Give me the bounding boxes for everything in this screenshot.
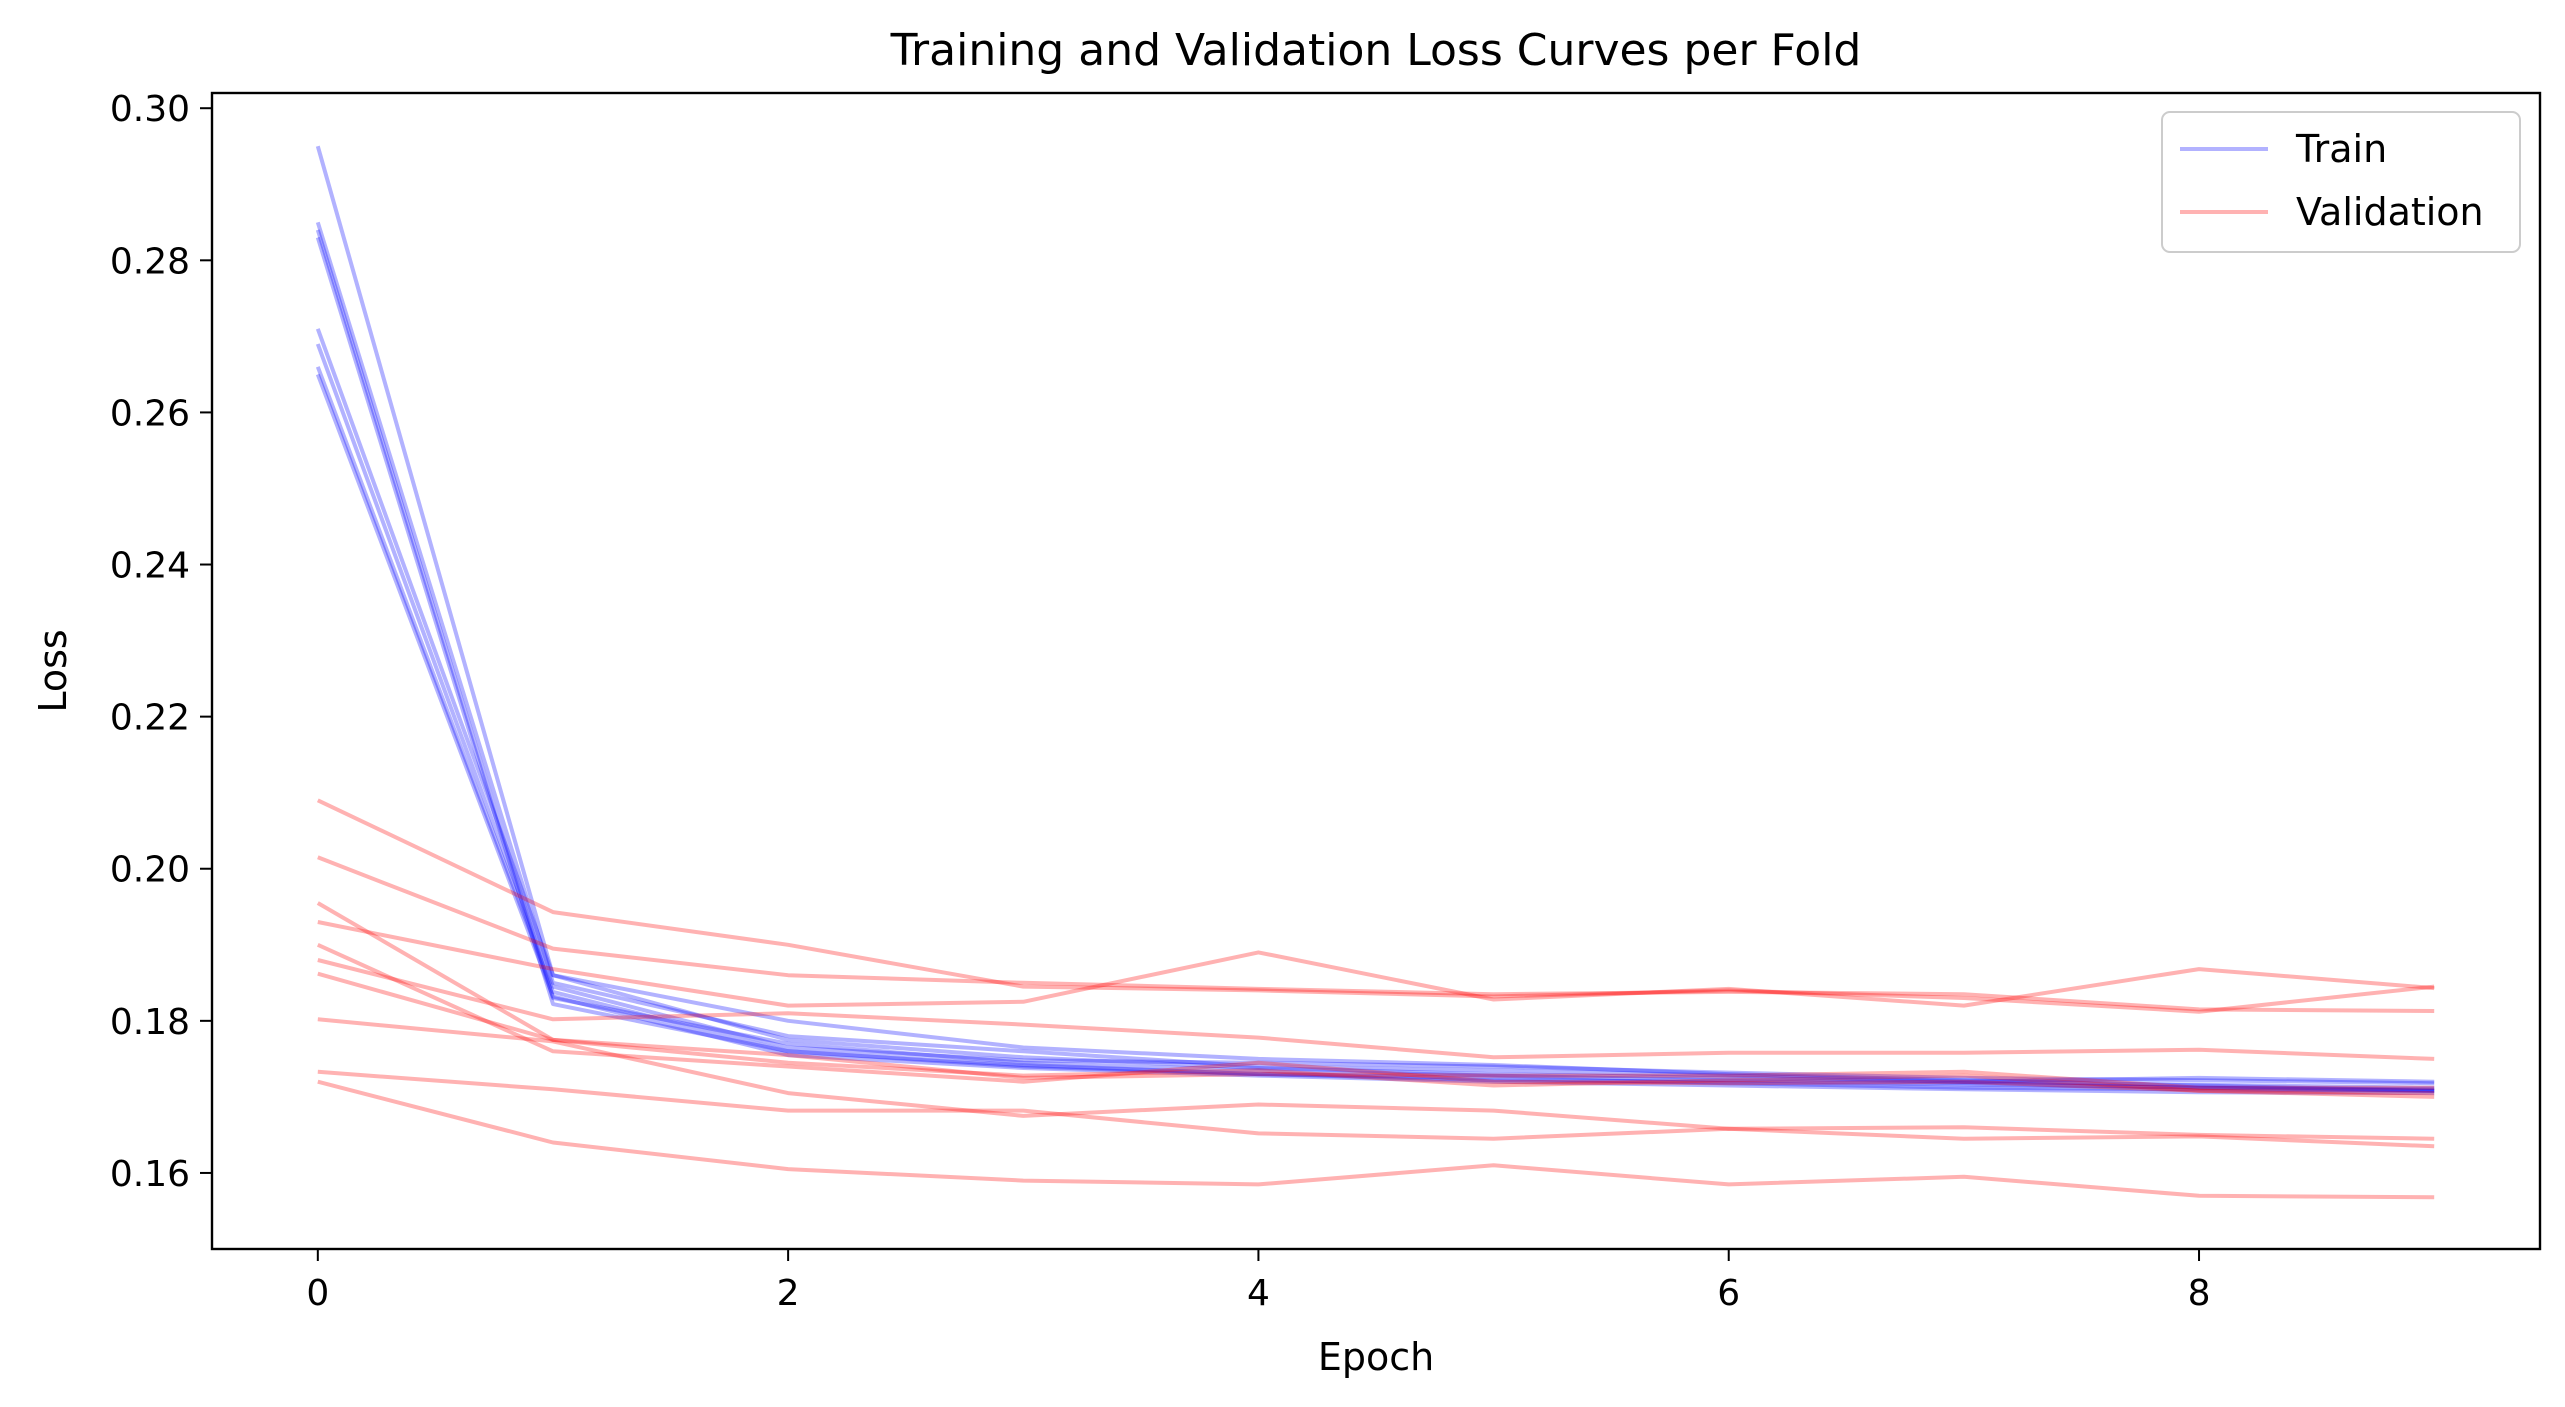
legend-train-label: Train [2295, 127, 2387, 171]
validation-loss-line-12 [316, 942, 2435, 1099]
x-axis-ticks: 0 2 4 6 8 [306, 1249, 2210, 1314]
legend: Train Validation [2161, 111, 2521, 253]
x-tick-label: 2 [777, 1273, 800, 1314]
train-loss-line-5 [315, 343, 2435, 1086]
x-tick-label: 4 [1247, 1273, 1270, 1314]
x-axis-label: Epoch [1318, 1335, 1434, 1379]
train-loss-line-4 [315, 328, 2435, 1084]
validation-loss-line-16 [317, 1069, 2435, 1149]
y-tick-label: 0.22 [110, 698, 190, 739]
y-tick-label: 0.24 [110, 546, 190, 587]
chart-title: Training and Validation Loss Curves per … [890, 25, 1862, 76]
validation-loss-line-15 [317, 1017, 2435, 1141]
x-tick-label: 8 [2188, 1273, 2211, 1314]
validation-loss-line-11 [316, 901, 2435, 1090]
validation-loss-line-14 [317, 971, 2435, 1096]
train-loss-line-7 [315, 373, 2435, 1096]
y-axis-ticks: 0.16 0.18 0.20 0.22 0.24 0.26 0.28 0.30 [110, 89, 212, 1195]
legend-box [2161, 111, 2521, 253]
y-tick-label: 0.16 [110, 1154, 190, 1195]
train-loss-line-0 [315, 145, 2435, 1093]
y-tick-label: 0.26 [110, 393, 190, 434]
validation-loss-line-9 [317, 855, 2435, 1013]
train-loss-line-2 [315, 229, 2435, 1092]
train-loss-line-3 [315, 236, 2435, 1093]
validation-loss-line-17 [317, 1079, 2435, 1200]
y-tick-label: 0.28 [110, 241, 190, 282]
y-tick-label: 0.30 [110, 89, 190, 130]
y-tick-label: 0.20 [110, 850, 190, 891]
x-tick-label: 6 [1717, 1273, 1740, 1314]
validation-loss-line-8 [316, 798, 2435, 1014]
x-tick-label: 0 [306, 1273, 329, 1314]
validation-loss-line-10 [317, 920, 2435, 1008]
axes-frame [210, 91, 2542, 1251]
plot-area [315, 145, 2435, 1200]
train-loss-line-6 [315, 366, 2435, 1093]
legend-validation-label: Validation [2296, 190, 2484, 234]
train-loss-line-1 [315, 221, 2435, 1090]
y-axis-label: Loss [31, 629, 75, 712]
validation-loss-line-13 [317, 958, 2435, 1061]
y-tick-label: 0.18 [110, 1002, 190, 1043]
